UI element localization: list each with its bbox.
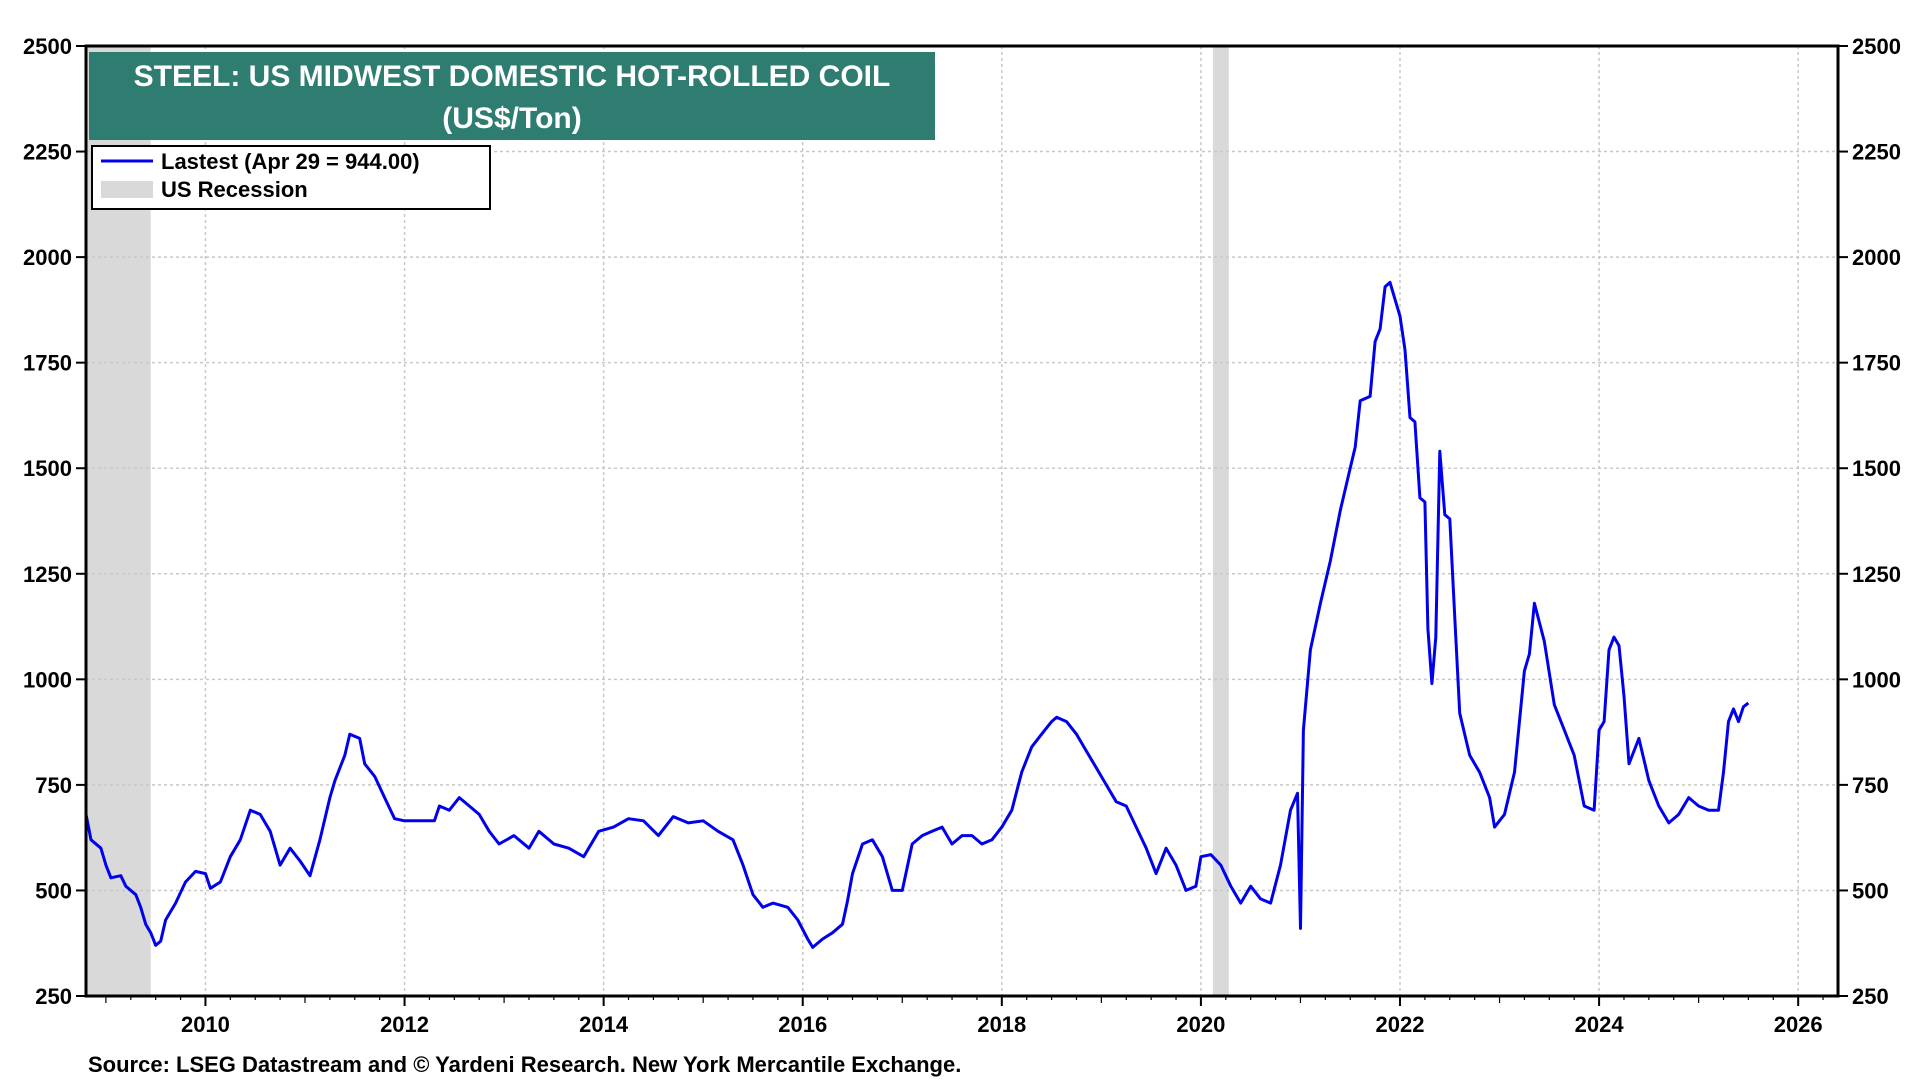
price-series: [84, 280, 1750, 949]
x-tick-label: 2012: [380, 1012, 429, 1037]
y-tick-label-left: 1500: [23, 456, 72, 481]
title-background: [89, 52, 935, 140]
y-tick-label-left: 2000: [23, 245, 72, 270]
x-tick-label: 2018: [977, 1012, 1026, 1037]
y-tick-label-right: 2000: [1852, 245, 1901, 270]
recession-band: [1212, 46, 1229, 996]
legend-recession-swatch: [101, 181, 153, 198]
y-tick-label-left: 1000: [23, 667, 72, 692]
legend-series-label: Lastest (Apr 29 = 944.00): [161, 149, 420, 174]
y-tick-label-right: 1750: [1852, 351, 1901, 376]
legend-recession-label: US Recession: [161, 177, 308, 202]
y-tick-label-left: 250: [35, 984, 72, 1009]
y-tick-label-right: 1250: [1852, 562, 1901, 587]
x-tick-label: 2010: [181, 1012, 230, 1037]
chart-title: STEEL: US MIDWEST DOMESTIC HOT-ROLLED CO…: [134, 60, 891, 93]
y-tick-label-right: 500: [1852, 878, 1889, 903]
y-tick-label-left: 750: [35, 773, 72, 798]
x-tick-label: 2024: [1575, 1012, 1625, 1037]
y-tick-label-left: 2500: [23, 34, 72, 59]
y-tick-label-left: 1750: [23, 351, 72, 376]
legend: Lastest (Apr 29 = 944.00) US Recession: [91, 145, 491, 210]
y-tick-label-right: 1000: [1852, 667, 1901, 692]
x-tick-label: 2014: [579, 1012, 629, 1037]
y-tick-label-right: 750: [1852, 773, 1889, 798]
x-tick-label: 2016: [778, 1012, 827, 1037]
y-tick-label-left: 500: [35, 878, 72, 903]
plot-frame: [84, 44, 1840, 998]
y-tick-label-right: 2250: [1852, 140, 1901, 165]
series-line: [84, 280, 1750, 949]
source-note: Source: LSEG Datastream and © Yardeni Re…: [88, 1052, 961, 1077]
y-tick-label-right: 1500: [1852, 456, 1901, 481]
y-tick-label-right: 2500: [1852, 34, 1901, 59]
y-tick-label-right: 250: [1852, 984, 1889, 1009]
chart-subtitle: (US$/Ton): [442, 102, 581, 135]
y-tick-label-left: 2250: [23, 140, 72, 165]
y-tick-label-left: 1250: [23, 562, 72, 587]
title-box: STEEL: US MIDWEST DOMESTIC HOT-ROLLED CO…: [89, 52, 935, 140]
axis-ticks: 250 250 500 500 750 750 1000 1000 1250 1250 1500 15…: [23, 34, 1901, 1037]
x-tick-label: 2020: [1176, 1012, 1225, 1037]
x-tick-label: 2022: [1376, 1012, 1425, 1037]
legend-box: [91, 145, 491, 210]
x-tick-label: 2026: [1774, 1012, 1823, 1037]
